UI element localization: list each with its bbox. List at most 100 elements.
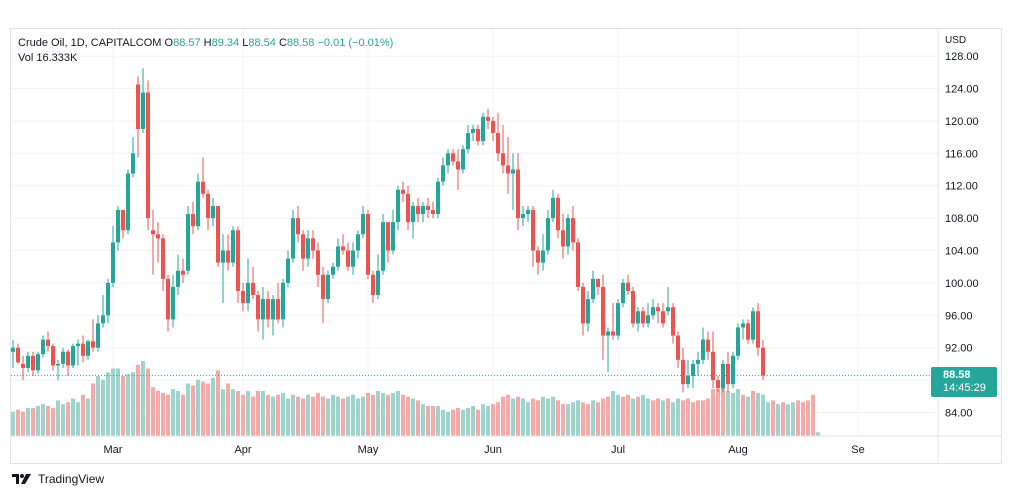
candle[interactable] bbox=[701, 327, 705, 364]
candle[interactable] bbox=[291, 210, 295, 263]
candle[interactable] bbox=[236, 226, 240, 304]
candle[interactable] bbox=[326, 270, 330, 304]
candle[interactable] bbox=[576, 238, 580, 291]
candle[interactable] bbox=[66, 349, 70, 377]
candle[interactable] bbox=[721, 359, 725, 393]
candle[interactable] bbox=[356, 230, 360, 259]
candle[interactable] bbox=[146, 80, 150, 231]
candle[interactable] bbox=[301, 230, 305, 271]
candle[interactable] bbox=[101, 295, 105, 328]
candle[interactable] bbox=[136, 76, 140, 158]
candle[interactable] bbox=[686, 359, 690, 389]
candle[interactable] bbox=[571, 205, 575, 251]
candle[interactable] bbox=[401, 181, 405, 202]
candle[interactable] bbox=[316, 242, 320, 287]
candle[interactable] bbox=[361, 205, 365, 239]
candle[interactable] bbox=[471, 124, 475, 142]
candle[interactable] bbox=[61, 347, 65, 368]
candle[interactable] bbox=[311, 230, 315, 259]
candle[interactable] bbox=[26, 351, 30, 372]
candle[interactable] bbox=[551, 189, 555, 223]
candle[interactable] bbox=[581, 282, 585, 336]
candle[interactable] bbox=[96, 315, 100, 352]
candle[interactable] bbox=[621, 278, 625, 308]
candle[interactable] bbox=[706, 331, 710, 360]
candle[interactable] bbox=[716, 376, 720, 393]
candle[interactable] bbox=[641, 307, 645, 328]
price-axis[interactable]: 84.0088.0092.0096.00100.00104.00108.0011… bbox=[937, 29, 979, 463]
candle[interactable] bbox=[386, 222, 390, 263]
candle[interactable] bbox=[516, 153, 520, 231]
candle[interactable] bbox=[16, 343, 20, 364]
candle[interactable] bbox=[351, 242, 355, 275]
candle[interactable] bbox=[566, 214, 570, 255]
candle[interactable] bbox=[271, 295, 275, 336]
candle[interactable] bbox=[541, 234, 545, 271]
candle[interactable] bbox=[191, 201, 195, 235]
candle[interactable] bbox=[56, 359, 60, 381]
candle[interactable] bbox=[256, 291, 260, 332]
candle[interactable] bbox=[111, 226, 115, 287]
candle[interactable] bbox=[561, 214, 565, 259]
candle[interactable] bbox=[506, 137, 510, 194]
candle[interactable] bbox=[406, 185, 410, 231]
candle[interactable] bbox=[501, 124, 505, 174]
candle[interactable] bbox=[321, 266, 325, 324]
candle[interactable] bbox=[266, 291, 270, 328]
candle[interactable] bbox=[751, 307, 755, 344]
candle[interactable] bbox=[651, 299, 655, 320]
candle[interactable] bbox=[756, 303, 760, 356]
candle[interactable] bbox=[296, 205, 300, 243]
candle[interactable] bbox=[231, 226, 235, 267]
candle[interactable] bbox=[371, 270, 375, 304]
candle[interactable] bbox=[216, 205, 220, 267]
candle[interactable] bbox=[201, 157, 205, 198]
candle[interactable] bbox=[151, 210, 155, 275]
candle[interactable] bbox=[436, 177, 440, 219]
candle[interactable] bbox=[491, 116, 495, 142]
candle[interactable] bbox=[166, 274, 170, 332]
candle[interactable] bbox=[276, 282, 280, 324]
footer-brand[interactable]: TradingView bbox=[12, 472, 104, 486]
candle[interactable] bbox=[416, 197, 420, 223]
candle[interactable] bbox=[281, 278, 285, 328]
candle[interactable] bbox=[141, 68, 145, 134]
time-axis[interactable]: Mar Apr May Jun Jul Aug Se bbox=[11, 435, 1001, 456]
candle[interactable] bbox=[671, 303, 675, 344]
candle[interactable] bbox=[211, 197, 215, 227]
candle[interactable] bbox=[41, 335, 45, 358]
candle[interactable] bbox=[461, 145, 465, 174]
candle[interactable] bbox=[221, 234, 225, 304]
candle[interactable] bbox=[181, 258, 185, 283]
candle[interactable] bbox=[496, 112, 500, 162]
candle[interactable] bbox=[71, 343, 75, 368]
candle[interactable] bbox=[521, 205, 525, 227]
candle[interactable] bbox=[346, 242, 350, 271]
candle[interactable] bbox=[246, 258, 250, 312]
candle[interactable] bbox=[226, 234, 230, 271]
candle[interactable] bbox=[661, 303, 665, 328]
candle[interactable] bbox=[616, 299, 620, 340]
candle[interactable] bbox=[741, 319, 745, 340]
candle[interactable] bbox=[161, 234, 165, 291]
volume-label[interactable]: Vol bbox=[18, 52, 34, 64]
candle[interactable] bbox=[121, 210, 125, 239]
candle[interactable] bbox=[156, 222, 160, 263]
candle[interactable] bbox=[681, 347, 685, 393]
candle[interactable] bbox=[46, 331, 50, 352]
candle[interactable] bbox=[196, 173, 200, 231]
candle[interactable] bbox=[531, 205, 535, 267]
candle[interactable] bbox=[381, 214, 385, 275]
candle[interactable] bbox=[106, 278, 110, 324]
candle[interactable] bbox=[736, 323, 740, 360]
candle[interactable] bbox=[676, 331, 680, 368]
candle[interactable] bbox=[466, 124, 470, 154]
candle[interactable] bbox=[511, 153, 515, 210]
currency-label[interactable]: USD bbox=[945, 35, 967, 46]
candle[interactable] bbox=[81, 335, 85, 363]
candle[interactable] bbox=[76, 339, 80, 366]
candle[interactable] bbox=[666, 286, 670, 316]
candle[interactable] bbox=[251, 266, 255, 300]
candle[interactable] bbox=[596, 278, 600, 296]
